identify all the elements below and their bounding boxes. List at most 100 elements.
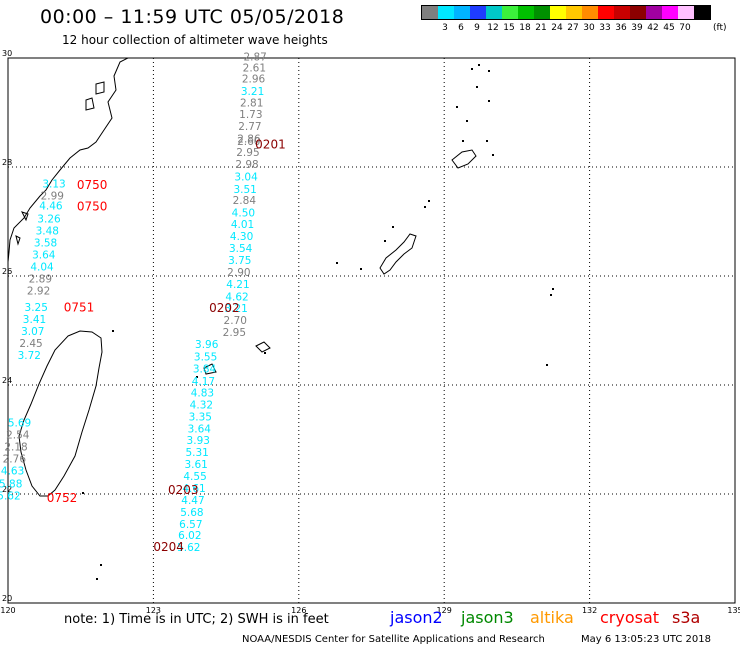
legend-swatch	[646, 6, 662, 19]
lon-tick-label: 135	[727, 606, 740, 615]
wave-height-value: 4.01	[231, 219, 254, 231]
miyako-coast	[255, 341, 271, 353]
island-dot	[550, 294, 552, 296]
lat-tick-label: 28	[2, 158, 12, 167]
wave-height-value: 3.55	[194, 351, 217, 363]
pass-time-label: 0203	[168, 483, 199, 497]
wave-height-value: 4.55	[183, 471, 206, 483]
legend-swatch	[534, 6, 550, 19]
legend-swatch	[518, 6, 534, 19]
china-coast	[7, 57, 129, 263]
legend-swatch	[582, 6, 598, 19]
island-dot	[112, 330, 114, 332]
lat-tick-label: 22	[2, 485, 12, 494]
legend-label: 27	[567, 23, 579, 33]
island-dot	[456, 106, 458, 108]
note-text: note: 1) Time is in UTC; 2) SWH is in fe…	[64, 612, 329, 627]
wave-height-value: 2.45	[19, 338, 42, 350]
legend-swatch	[566, 6, 582, 19]
wave-height-value: 5.62	[177, 542, 200, 554]
legend-label: 21	[535, 23, 547, 33]
island-dot	[360, 268, 362, 270]
wave-height-value: 3.58	[34, 238, 57, 250]
wave-height-value: 3.54	[229, 243, 253, 255]
pass-time-label: 0204	[153, 540, 184, 554]
lat-tick-label: 26	[2, 267, 12, 276]
island-dot	[478, 64, 480, 66]
island-dot	[264, 352, 266, 354]
island-dot	[196, 376, 198, 378]
wave-height-value: 2.96	[242, 74, 266, 86]
wave-height-value: 5.69	[8, 417, 31, 429]
island-dot	[488, 70, 490, 72]
legend-label: 45	[663, 23, 675, 33]
island-dot	[384, 240, 386, 242]
legend-swatch	[678, 6, 694, 19]
legend-swatch	[598, 6, 614, 19]
legend-label: 12	[487, 23, 499, 33]
lon-tick-label: 123	[146, 606, 161, 615]
wave-height-value: 3.48	[36, 226, 59, 238]
wave-height-value: 4.21	[226, 279, 249, 291]
wave-height-value: 3.41	[23, 314, 46, 326]
island-dot	[462, 140, 464, 142]
island-dot	[96, 578, 98, 580]
wave-height-value: 3.35	[189, 411, 212, 423]
wave-height-value: 4.17	[192, 376, 215, 388]
timestamp-text: May 6 13:05:23 UTC 2018	[581, 634, 711, 645]
lat-tick-label: 20	[2, 594, 12, 603]
lat-tick-label: 30	[2, 49, 12, 58]
satellite-cryosat: cryosat	[600, 608, 660, 627]
altimeter-tracks: 2.872.612.963.212.811.732.772.862.602.95…	[0, 52, 286, 554]
legend-label: 70	[679, 23, 691, 33]
wave-height-value: 5.68	[180, 507, 203, 519]
legend-swatch	[438, 6, 454, 19]
wave-height-value: 3.75	[228, 255, 251, 267]
wave-height-value: 4.04	[30, 262, 54, 274]
legend-swatch	[614, 6, 630, 19]
island-dot	[546, 364, 548, 366]
legend-label: 39	[631, 23, 643, 33]
lon-tick-label: 126	[291, 606, 306, 615]
axis-tick-labels: 120 123 126 129 132 135 20 22 24 26 28 30	[0, 49, 740, 615]
wave-height-value: 3.93	[187, 435, 210, 447]
legend-label: 15	[503, 23, 515, 33]
satellite-s3a: s3a	[672, 608, 701, 627]
wave-height-value: 3.72	[18, 350, 41, 362]
legend-swatch	[630, 6, 646, 19]
wave-height-value: 2.99	[41, 191, 64, 203]
legend-swatch	[662, 6, 678, 19]
wave-height-value: 2.89	[29, 274, 52, 286]
china-coast-islands	[15, 81, 105, 246]
pass-time-label: 0202	[209, 301, 240, 315]
wave-height-value: 2.18	[4, 441, 27, 453]
pass-time-label: 0752	[47, 491, 78, 505]
legend-swatch	[486, 6, 502, 19]
wave-height-value: 3.04	[234, 172, 258, 184]
lat-tick-label: 24	[2, 376, 12, 385]
wave-height-value: 2.95	[223, 327, 246, 339]
wave-height-value: 1.73	[239, 109, 262, 121]
wave-height-value: 4.62	[225, 292, 248, 304]
wave-height-value: 3.64	[32, 250, 56, 262]
wave-height-value: 2.98	[235, 159, 258, 171]
wave-height-value: 4.30	[230, 231, 253, 243]
wave-height-value: 4.32	[190, 399, 213, 411]
wave-height-value: 2.70	[224, 315, 247, 327]
island-dot	[392, 226, 394, 228]
satellite-jason3: jason3	[461, 608, 514, 627]
island-dot	[336, 262, 338, 264]
wave-height-value: 2.95	[236, 147, 259, 159]
pass-time-label: 0750	[77, 200, 108, 214]
wave-height-value: 3.61	[184, 459, 207, 471]
wave-height-value: 2.60	[237, 136, 260, 148]
legend-label: 30	[583, 23, 595, 33]
wave-height-value: 5.88	[0, 478, 22, 490]
lat-lon-grid	[7, 57, 736, 604]
legend-label: 18	[519, 23, 531, 33]
wave-height-value: 4.83	[191, 387, 214, 399]
pass-time-label: 0750	[77, 178, 108, 192]
wave-height-value: 2.92	[27, 286, 50, 298]
wave-height-value: 5.62	[0, 490, 21, 502]
